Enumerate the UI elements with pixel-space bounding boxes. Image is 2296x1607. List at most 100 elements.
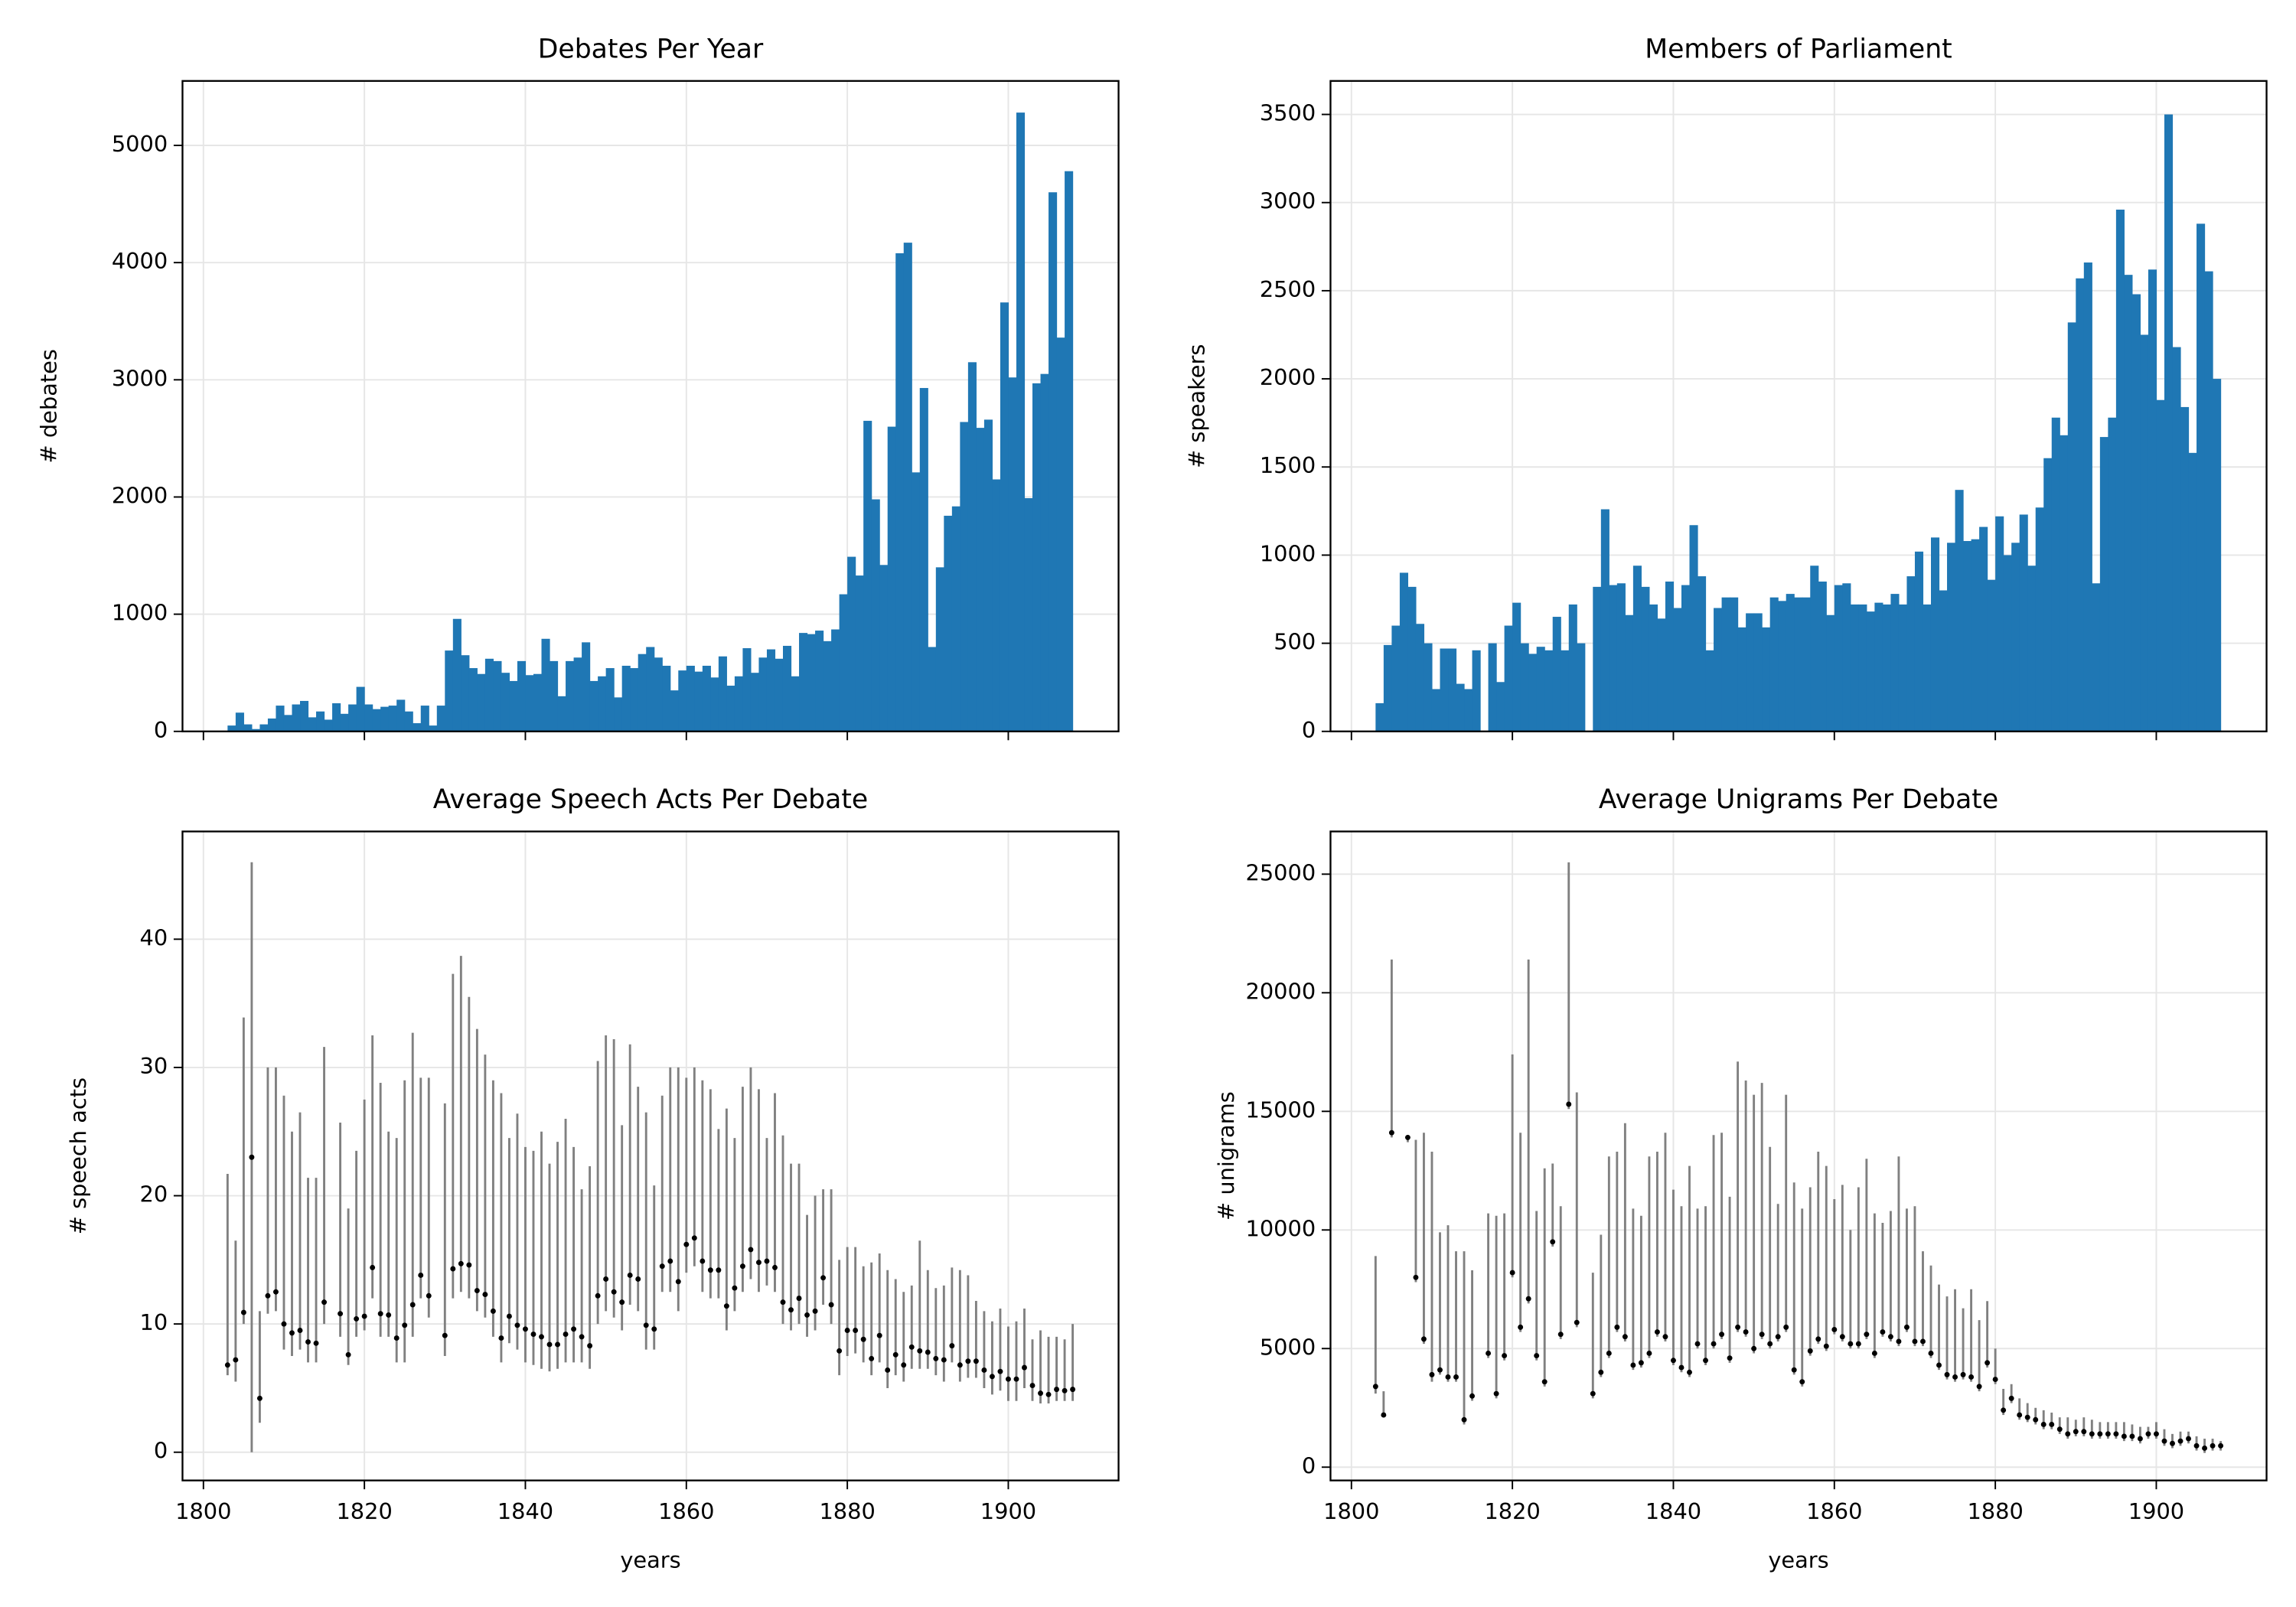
- subplot-title: Average Unigrams Per Debate: [1599, 784, 1998, 815]
- bar: [235, 712, 244, 732]
- point: [707, 1267, 713, 1273]
- bar: [1882, 604, 1891, 732]
- point: [1864, 1332, 1870, 1338]
- point: [739, 1263, 745, 1270]
- point: [2202, 1445, 2208, 1451]
- bar: [750, 673, 760, 732]
- bar: [300, 700, 309, 732]
- point: [2017, 1412, 2023, 1418]
- point: [716, 1267, 722, 1273]
- point: [876, 1332, 882, 1338]
- bar: [2003, 555, 2012, 732]
- bar: [646, 647, 655, 732]
- bar: [1714, 608, 1723, 732]
- point: [1759, 1332, 1765, 1338]
- point: [1960, 1371, 1966, 1377]
- bar: [1641, 586, 1650, 732]
- bar: [2019, 514, 2028, 732]
- bar: [283, 715, 293, 732]
- bar: [509, 680, 518, 732]
- bar: [1504, 625, 1513, 732]
- point: [732, 1285, 738, 1291]
- point: [1775, 1334, 1781, 1340]
- bar: [340, 713, 349, 732]
- point: [804, 1312, 810, 1318]
- point: [426, 1292, 432, 1299]
- bar: [895, 253, 905, 732]
- point: [409, 1302, 416, 1308]
- bar: [243, 724, 253, 732]
- bar: [1979, 526, 1988, 732]
- point: [1719, 1332, 1725, 1338]
- point: [370, 1264, 376, 1270]
- point: [1550, 1239, 1556, 1245]
- point: [224, 1362, 230, 1368]
- point: [1992, 1377, 1998, 1383]
- bar: [413, 723, 422, 732]
- point: [796, 1296, 802, 1302]
- point: [393, 1335, 400, 1341]
- point: [305, 1339, 311, 1345]
- point: [780, 1299, 786, 1305]
- y-axis-label: # speakers: [1183, 344, 1209, 468]
- point: [466, 1262, 472, 1268]
- point: [249, 1154, 255, 1160]
- bar: [1456, 683, 1465, 732]
- point: [1928, 1351, 1934, 1356]
- bar: [1689, 525, 1698, 732]
- point: [1038, 1390, 1043, 1397]
- point: [402, 1322, 408, 1328]
- point: [1045, 1391, 1052, 1397]
- bar: [1625, 614, 1634, 732]
- point: [788, 1307, 794, 1313]
- bar: [1616, 583, 1626, 732]
- bar: [879, 565, 889, 732]
- bar: [468, 668, 478, 732]
- bar: [1665, 581, 1675, 732]
- y-tick-label: 500: [1274, 629, 1316, 655]
- point: [981, 1367, 987, 1373]
- bar: [2164, 114, 2174, 732]
- point: [1654, 1329, 1660, 1335]
- point: [772, 1264, 778, 1270]
- point: [1646, 1351, 1652, 1356]
- bar: [276, 706, 285, 732]
- y-tick-label: 30: [140, 1053, 168, 1079]
- y-tick-label: 15000: [1246, 1097, 1316, 1123]
- bar: [951, 506, 960, 732]
- point: [2170, 1440, 2175, 1446]
- point: [458, 1260, 464, 1266]
- bar: [372, 709, 381, 732]
- point: [546, 1341, 553, 1348]
- bar: [1769, 597, 1779, 732]
- y-axis-label: # unigrams: [1213, 1091, 1239, 1221]
- bar: [1866, 611, 1875, 732]
- point: [2113, 1431, 2119, 1437]
- point: [1486, 1351, 1492, 1356]
- bar: [710, 677, 719, 732]
- bar: [1681, 585, 1691, 732]
- bar: [356, 686, 365, 732]
- y-axis-label: # speech acts: [65, 1077, 91, 1234]
- y-axis-label: # debates: [35, 349, 61, 463]
- point: [2145, 1431, 2151, 1437]
- y-tick-label: 3500: [1260, 100, 1316, 126]
- y-tick-label: 5000: [112, 131, 168, 157]
- bar: [404, 711, 413, 732]
- subplot: 1800 1820 1840 1860 1880 1900 0 10 20 30 40 Average…: [65, 784, 1120, 1573]
- point: [2137, 1436, 2143, 1442]
- point: [1509, 1270, 1515, 1276]
- point: [2001, 1407, 2007, 1413]
- point: [1912, 1338, 1918, 1345]
- point: [997, 1368, 1003, 1374]
- point: [1880, 1329, 1886, 1335]
- point: [1525, 1296, 1531, 1302]
- point: [700, 1258, 706, 1264]
- bar: [1995, 516, 2004, 732]
- bar: [1016, 112, 1026, 732]
- bar: [1810, 566, 1819, 732]
- point: [1429, 1371, 1435, 1377]
- bar: [1528, 654, 1538, 732]
- point: [1606, 1351, 1612, 1356]
- point: [1807, 1348, 1813, 1354]
